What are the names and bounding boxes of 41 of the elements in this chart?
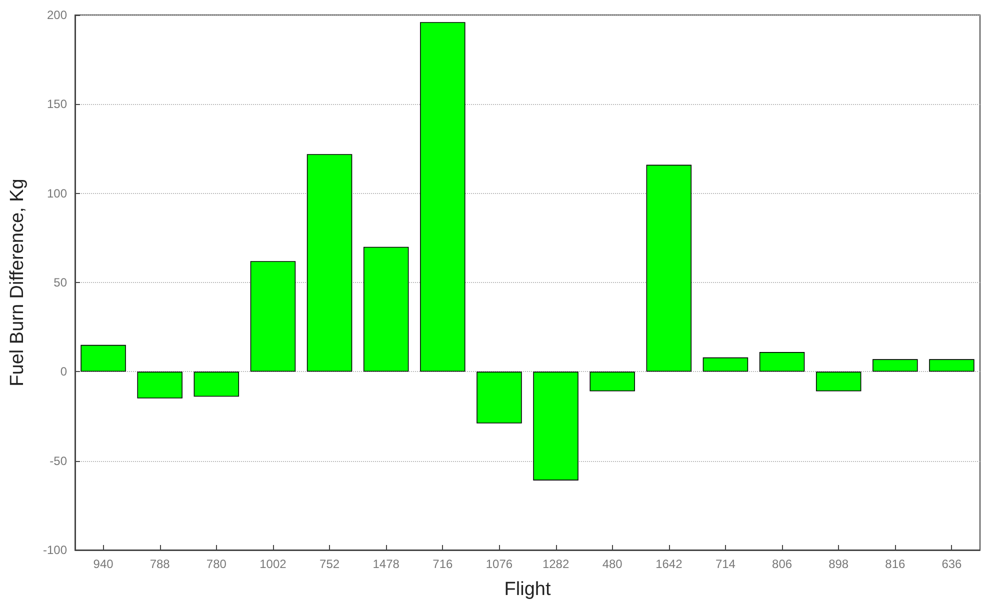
bar [929, 359, 974, 372]
x-axis-title: Flight [504, 579, 552, 600]
y-tick-label: 100 [46, 186, 68, 200]
bar [816, 372, 862, 392]
x-tick-label: 1642 [656, 557, 683, 571]
bar [646, 164, 692, 372]
x-tick-label: 940 [93, 557, 114, 571]
bar [80, 344, 126, 372]
bar [137, 372, 182, 398]
bar [533, 372, 578, 480]
bar [420, 22, 466, 372]
bar [363, 246, 409, 372]
x-tick-label: 1282 [542, 557, 570, 571]
y-tick-label: 0 [60, 364, 68, 379]
x-tick-label: 816 [885, 557, 906, 571]
x-tick-label: 898 [828, 557, 849, 571]
bar [194, 372, 240, 397]
y-tick-label: -100 [42, 543, 68, 557]
y-tick-label: 150 [46, 97, 68, 112]
bar [476, 372, 522, 424]
y-tick-label: 200 [46, 8, 68, 22]
y-tick-label: 50 [54, 276, 68, 290]
x-tick-label: 788 [150, 557, 170, 571]
x-tick-label: 1002 [260, 557, 287, 571]
bar [306, 154, 352, 372]
bar [872, 359, 918, 372]
y-tick-label: -50 [50, 454, 68, 468]
x-tick-label: 714 [715, 557, 736, 571]
y-axis-title: Fuel Burn Difference, Kg [7, 178, 28, 386]
x-tick-label: 1478 [372, 557, 400, 571]
bar [702, 357, 748, 372]
bar [759, 352, 805, 372]
x-tick-label: 480 [602, 557, 623, 571]
bar [250, 261, 296, 372]
x-tick-label: 752 [320, 557, 340, 571]
x-tick-label: 636 [942, 557, 962, 571]
bar [590, 372, 635, 392]
x-tick-label: 1076 [486, 557, 513, 571]
x-tick-label: 716 [432, 557, 453, 571]
x-tick-label: 780 [206, 557, 227, 571]
x-tick-label: 806 [772, 557, 792, 571]
